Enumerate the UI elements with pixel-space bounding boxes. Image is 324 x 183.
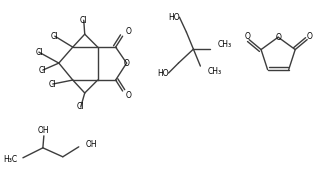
Text: CH₃: CH₃ [217,40,231,49]
Text: Cl: Cl [39,66,47,74]
Text: Cl: Cl [77,102,85,111]
Text: O: O [306,32,312,41]
Text: O: O [244,32,250,41]
Text: HO: HO [168,13,179,22]
Text: Cl: Cl [80,16,87,25]
Text: OH: OH [38,126,50,135]
Text: O: O [126,27,132,36]
Text: O: O [126,92,132,100]
Text: H₃C: H₃C [3,155,17,164]
Text: CH₃: CH₃ [207,67,222,76]
Text: Cl: Cl [51,32,59,41]
Text: HO: HO [157,69,168,78]
Text: O: O [275,33,281,42]
Text: Cl: Cl [49,80,57,89]
Text: Cl: Cl [35,48,43,57]
Text: OH: OH [86,140,97,149]
Text: O: O [124,59,130,68]
